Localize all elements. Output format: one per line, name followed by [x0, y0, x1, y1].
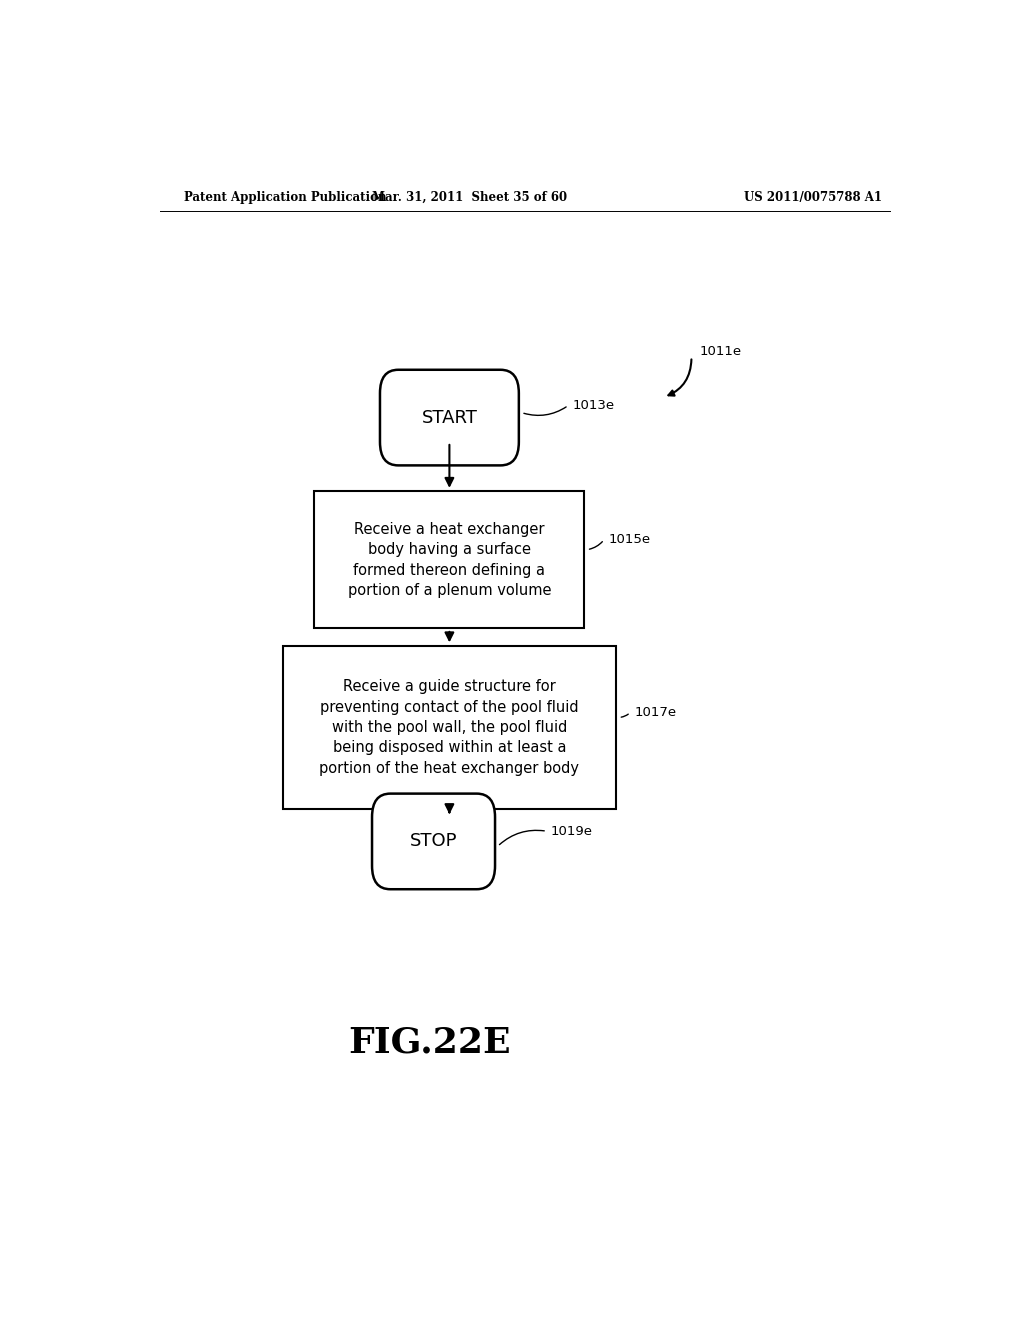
- Text: FIG.22E: FIG.22E: [348, 1026, 511, 1060]
- Text: START: START: [422, 409, 477, 426]
- Text: US 2011/0075788 A1: US 2011/0075788 A1: [743, 190, 882, 203]
- Text: 1013e: 1013e: [572, 399, 614, 412]
- Text: Receive a heat exchanger
body having a surface
formed thereon defining a
portion: Receive a heat exchanger body having a s…: [348, 521, 551, 598]
- Text: STOP: STOP: [410, 833, 458, 850]
- Bar: [314, 491, 585, 628]
- Text: 1019e: 1019e: [551, 825, 593, 838]
- Text: 1017e: 1017e: [634, 706, 677, 719]
- FancyBboxPatch shape: [380, 370, 519, 466]
- Bar: [283, 647, 616, 809]
- Text: Patent Application Publication: Patent Application Publication: [183, 190, 386, 203]
- Text: 1015e: 1015e: [608, 533, 650, 546]
- Text: Mar. 31, 2011  Sheet 35 of 60: Mar. 31, 2011 Sheet 35 of 60: [372, 190, 567, 203]
- Text: Receive a guide structure for
preventing contact of the pool fluid
with the pool: Receive a guide structure for preventing…: [319, 680, 580, 776]
- FancyBboxPatch shape: [372, 793, 495, 890]
- Text: 1011e: 1011e: [699, 345, 741, 358]
